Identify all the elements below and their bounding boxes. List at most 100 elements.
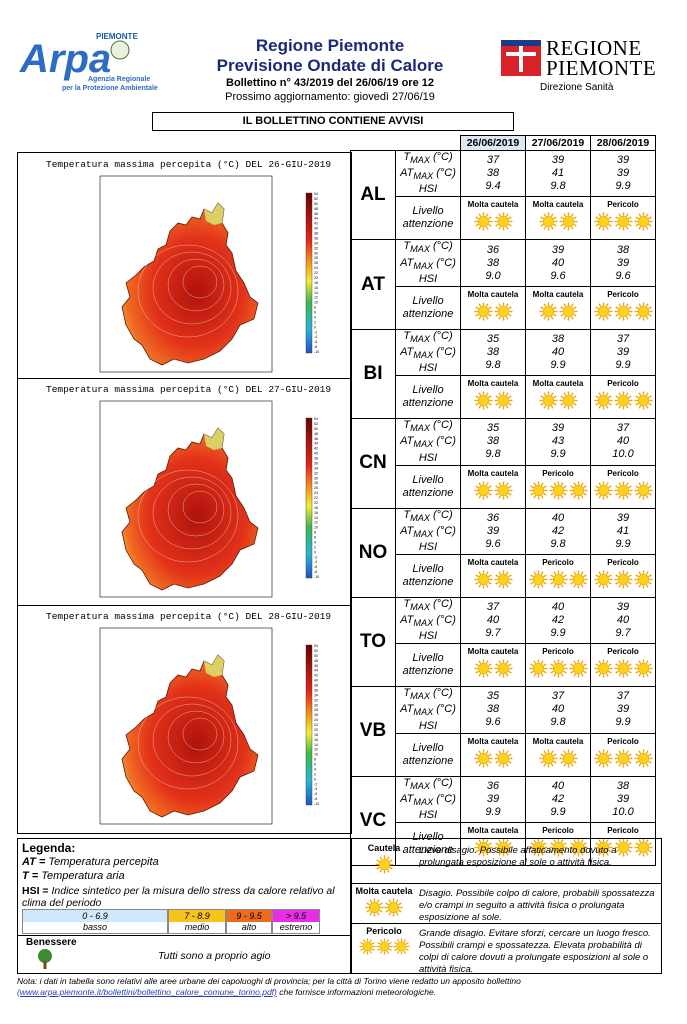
sun-icon bbox=[375, 938, 393, 955]
arpa-logo: PIEMONTE Arpa Agenzia Regionale per la P… bbox=[18, 30, 158, 92]
level-label: Livello attenzione bbox=[395, 196, 461, 241]
level-name: Molta cautela bbox=[532, 289, 584, 299]
hsi-scale-cell: 0 - 6.9 basso bbox=[22, 909, 168, 934]
tmax-value: 40 bbox=[551, 511, 565, 524]
date-header: 26/06/2019 bbox=[460, 135, 526, 151]
colorbar-label: -4 bbox=[314, 560, 317, 564]
value-labels: TMAX (°C) ATMAX (°C) HSI bbox=[395, 596, 461, 645]
day-values: 37 40 10.0 bbox=[590, 418, 656, 466]
colorbar-label: 6 bbox=[314, 536, 316, 540]
sun-icon bbox=[538, 391, 558, 410]
province-level-row: Livello attenzione Molta cautela Molta cau… bbox=[351, 196, 656, 241]
legend-t: T = Temperatura aria bbox=[22, 870, 125, 882]
province-values-row: AL TMAX (°C) ATMAX (°C) HSI 37 38 9.4 39 41 9.8 39… bbox=[350, 149, 656, 241]
colorbar-label: 24 bbox=[314, 266, 318, 270]
atmax-value: 42 bbox=[551, 614, 565, 627]
colorbar-label: 44 bbox=[314, 669, 318, 673]
regione-shield-icon bbox=[501, 40, 541, 76]
province-values-row: VC TMAX (°C) ATMAX (°C) HSI 36 39 9.9 40 42 9.9 38… bbox=[350, 775, 656, 867]
level-name: Molta cautela bbox=[532, 736, 584, 746]
level-name: Molta cautela bbox=[467, 200, 519, 210]
colorbar-label: 54 bbox=[314, 192, 318, 196]
attention-level: Pericolo bbox=[590, 375, 656, 420]
atmax-value: 42 bbox=[551, 792, 565, 805]
sun-icon bbox=[633, 749, 653, 768]
sun-icon bbox=[473, 749, 493, 768]
colorbar-label: -6 bbox=[314, 340, 317, 344]
colorbar-label: 4 bbox=[314, 315, 316, 319]
province-level-row: Livello attenzione Molta cautela Pericolo P… bbox=[351, 553, 656, 598]
legend-box: Legenda: AT = Temperatura percepita T = … bbox=[17, 838, 352, 974]
colorbar-label: -6 bbox=[314, 565, 317, 569]
legend-heading: Legenda: bbox=[22, 841, 76, 855]
level-name: Molta cautela bbox=[467, 557, 519, 567]
sun-icon bbox=[473, 480, 493, 500]
hsi-value: 10.0 bbox=[612, 448, 634, 461]
value-labels: TMAX (°C) ATMAX (°C) HSI bbox=[395, 507, 461, 555]
colorbar-label: 50 bbox=[314, 427, 318, 431]
attention-level: Molta cautela bbox=[460, 822, 526, 866]
sun-icon bbox=[633, 391, 653, 410]
tmax-value: 39 bbox=[616, 601, 630, 614]
hsi-scale-cell: 9 - 9.5 alto bbox=[226, 909, 272, 934]
sun-icon bbox=[558, 302, 578, 321]
colorbar-label: 52 bbox=[314, 197, 318, 201]
level-name: Molta cautela bbox=[467, 289, 519, 299]
hsi-value: 9.7 bbox=[615, 627, 631, 640]
colorbar-label: 10 bbox=[314, 753, 318, 757]
province-code: CN bbox=[350, 418, 396, 509]
sun-icon bbox=[613, 302, 633, 321]
colorbar-label: 14 bbox=[314, 516, 318, 520]
atmax-value: 42 bbox=[551, 524, 565, 537]
level-name: Pericolo bbox=[607, 557, 639, 567]
colorbar-label: 44 bbox=[314, 442, 318, 446]
sun-icon bbox=[593, 480, 613, 500]
level-name: Pericolo bbox=[607, 379, 639, 389]
level-name: Pericolo bbox=[542, 557, 574, 567]
attention-level: Molta cautela bbox=[460, 375, 526, 420]
sun-icon bbox=[568, 570, 588, 589]
attention-level: Molta cautela bbox=[460, 553, 526, 598]
sun-icon bbox=[613, 749, 633, 768]
atmax-value: 39 bbox=[616, 792, 630, 805]
notice-banner: IL BOLLETTINO CONTIENE AVVISI bbox=[152, 112, 514, 131]
colorbar-label: 52 bbox=[314, 649, 318, 653]
sun-icon bbox=[613, 391, 633, 410]
sun-icon bbox=[493, 212, 513, 231]
province-level-row: Livello attenzione Molta cautela Pericolo P… bbox=[351, 464, 656, 509]
tmax-value: 35 bbox=[486, 422, 500, 435]
attention-level: Pericolo bbox=[590, 822, 656, 866]
province-values-row: BI TMAX (°C) ATMAX (°C) HSI 35 38 9.8 38 40 9.9 37… bbox=[350, 328, 656, 420]
note-text2: che fornisce informazioni meteorologiche… bbox=[276, 987, 437, 997]
colorbar-label: 0 bbox=[314, 550, 316, 554]
colorbar-label: 2 bbox=[314, 545, 316, 549]
sun-icon bbox=[374, 855, 394, 874]
sun-icon bbox=[528, 838, 548, 857]
colorbar-label: 2 bbox=[314, 772, 316, 776]
attention-level: Pericolo bbox=[590, 553, 656, 598]
sun-icon bbox=[633, 659, 653, 678]
sun-icon bbox=[558, 212, 578, 231]
colorbar-label: 48 bbox=[314, 659, 318, 663]
colorbar-label: -8 bbox=[314, 570, 317, 574]
note-text: Nota: i dati in tabella sono relativi al… bbox=[17, 976, 521, 986]
map-panel: Temperatura massima percepita (°C) DEL 2… bbox=[18, 605, 351, 833]
colorbar-label: 18 bbox=[314, 733, 318, 737]
attention-level: Molta cautela bbox=[525, 196, 591, 241]
sun-icon bbox=[633, 570, 653, 589]
sun-icon bbox=[365, 898, 384, 917]
attention-level: Pericolo bbox=[590, 732, 656, 777]
colorbar-label: 54 bbox=[314, 644, 318, 648]
sun-icon bbox=[633, 302, 653, 321]
region-logo-line2: PIEMONTE bbox=[546, 56, 657, 80]
day-values: 37 39 9.9 bbox=[590, 686, 656, 734]
benessere-text: Tutti sono a proprio agio bbox=[158, 950, 271, 962]
sun-icon bbox=[473, 391, 493, 410]
sun-icon bbox=[538, 302, 558, 321]
hsi-value: 9.9 bbox=[615, 358, 631, 371]
note-link[interactable]: (www.arpa.piemonte.it/bollettini/bollett… bbox=[17, 987, 277, 997]
colorbar-label: -10 bbox=[314, 350, 319, 354]
attention-level: Molta cautela bbox=[460, 196, 526, 241]
atmax-value: 39 bbox=[616, 256, 630, 269]
sun-icon bbox=[613, 659, 633, 678]
